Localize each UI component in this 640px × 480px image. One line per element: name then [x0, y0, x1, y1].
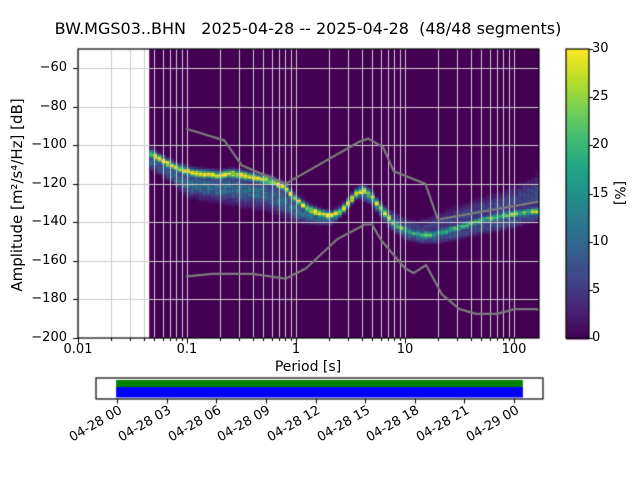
colorbar-tick-label: 10	[592, 233, 609, 249]
y-tick-label: −160	[31, 252, 67, 268]
x-tick-label: 10	[396, 342, 414, 357]
colorbar-tick-label: 20	[592, 137, 609, 153]
colorbar-tick-label: 30	[592, 41, 609, 56]
colorbar-tick-label: 5	[592, 281, 601, 297]
y-tick-label: −200	[31, 330, 67, 345]
colorbar-tick-label: 0	[592, 330, 601, 345]
y-tick-label: −140	[31, 214, 67, 230]
plot-title: BW.MGS03..BHN 2025-04-28 -- 2025-04-28 (…	[54, 19, 562, 38]
y-tick-label: −100	[31, 137, 67, 153]
y-tick-label: −120	[31, 175, 67, 191]
x-tick-label: 0.1	[176, 342, 198, 357]
y-tick-label: −60	[39, 60, 67, 76]
x-tick-label: 1	[291, 342, 301, 357]
y-tick-label: −180	[31, 291, 67, 307]
x-axis-label: Period [s]	[274, 359, 342, 375]
x-tick-label: 0.01	[63, 342, 93, 357]
colorbar-tick-label: 25	[592, 89, 609, 105]
colorbar-label: [%]	[611, 180, 627, 206]
colorbar-tick-label: 15	[592, 185, 609, 201]
y-tick-label: −80	[39, 98, 67, 114]
x-tick-label: 100	[501, 342, 527, 357]
